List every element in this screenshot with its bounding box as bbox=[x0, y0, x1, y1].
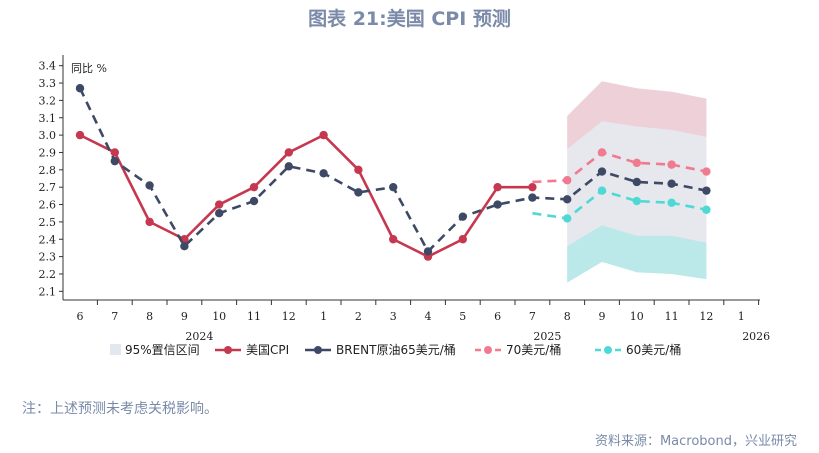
series-point-1 bbox=[319, 169, 328, 178]
series-point-2 bbox=[563, 176, 572, 185]
series-point-1 bbox=[702, 186, 711, 195]
x-tick-label: 9 bbox=[599, 310, 606, 323]
series-line-0 bbox=[79, 133, 533, 258]
series-point-0 bbox=[110, 148, 120, 157]
legend-label: BRENT原油65美元/桶 bbox=[336, 342, 456, 357]
legend-swatch-dot bbox=[604, 346, 612, 354]
series-point-1 bbox=[423, 247, 433, 256]
y-tick-label: 2.3 bbox=[39, 251, 57, 264]
y-tick-label: 2.8 bbox=[39, 164, 57, 177]
y-tick-label: 3.4 bbox=[39, 60, 57, 73]
series-point-1 bbox=[632, 177, 641, 187]
series-point-1 bbox=[110, 156, 120, 166]
series-point-2 bbox=[667, 160, 676, 169]
x-tick-label: 6 bbox=[494, 310, 501, 323]
series-point-0 bbox=[284, 148, 293, 157]
series-point-1 bbox=[458, 212, 467, 221]
x-tick-label: 10 bbox=[630, 310, 644, 323]
series-point-1 bbox=[667, 179, 676, 188]
legend-label: 70美元/桶 bbox=[506, 342, 561, 357]
series-point-0 bbox=[528, 182, 537, 192]
legend-label: 60美元/桶 bbox=[626, 342, 681, 357]
y-tick-label: 3.2 bbox=[39, 94, 57, 107]
legend-label: 95%置信区间 bbox=[125, 343, 200, 357]
y-axis-label: 同比 % bbox=[71, 62, 107, 75]
x-tick-label: 8 bbox=[564, 310, 571, 323]
series-point-0 bbox=[75, 130, 85, 140]
x-tick-label: 5 bbox=[459, 310, 466, 323]
series-point-1 bbox=[145, 181, 154, 190]
x-tick-label: 12 bbox=[699, 310, 713, 323]
year-label: 2024 bbox=[185, 330, 213, 343]
x-tick-label: 9 bbox=[181, 310, 188, 323]
series-point-0 bbox=[389, 235, 398, 244]
x-tick-label: 6 bbox=[77, 310, 84, 323]
x-tick-label: 1 bbox=[738, 310, 745, 323]
series-point-1 bbox=[354, 188, 363, 197]
x-tick-label: 7 bbox=[111, 310, 118, 323]
confidence-band-70 bbox=[567, 81, 707, 149]
legend-swatch-dot bbox=[224, 346, 232, 354]
series-point-3 bbox=[667, 198, 676, 207]
legend-swatch-band bbox=[110, 344, 121, 355]
series-point-2 bbox=[702, 167, 711, 176]
x-tick-label: 3 bbox=[390, 310, 397, 323]
series-point-1 bbox=[249, 196, 259, 206]
series-point-1 bbox=[180, 241, 189, 251]
x-tick-label: 7 bbox=[529, 310, 536, 323]
legend-swatch-dot bbox=[484, 346, 492, 354]
y-tick-label: 2.6 bbox=[39, 199, 57, 212]
series-point-1 bbox=[75, 84, 85, 93]
series-point-0 bbox=[493, 182, 502, 192]
series-point-3 bbox=[563, 214, 572, 223]
source-line: 资料来源：Macrobond，兴业研究 bbox=[594, 434, 797, 449]
y-tick-label: 2.7 bbox=[39, 181, 57, 194]
y-tick-label: 2.9 bbox=[39, 146, 57, 159]
y-tick-label: 3.1 bbox=[39, 112, 57, 125]
y-tick-label: 3.0 bbox=[39, 129, 57, 142]
x-tick-label: 11 bbox=[665, 310, 679, 323]
series-point-0 bbox=[215, 200, 224, 209]
y-tick-label: 2.1 bbox=[39, 285, 57, 298]
series-point-1 bbox=[528, 193, 537, 202]
x-tick-label: 1 bbox=[320, 310, 327, 323]
footnote: 注：上述预测未考虑关税影响。 bbox=[22, 401, 218, 417]
series-point-0 bbox=[354, 165, 363, 175]
x-tick-label: 2 bbox=[355, 310, 362, 323]
x-tick-label: 11 bbox=[247, 310, 261, 323]
confidence-band-60 bbox=[567, 225, 707, 283]
x-tick-label: 10 bbox=[212, 310, 226, 323]
series-point-0 bbox=[249, 182, 259, 192]
legend-label: 美国CPI bbox=[246, 343, 289, 357]
series-point-0 bbox=[319, 130, 328, 140]
year-label: 2026 bbox=[742, 330, 770, 343]
x-tick-label: 12 bbox=[282, 310, 296, 323]
series-point-0 bbox=[458, 235, 467, 244]
year-label: 2025 bbox=[533, 330, 561, 343]
series-point-3 bbox=[597, 186, 607, 195]
y-tick-label: 2.4 bbox=[39, 233, 57, 246]
series-point-1 bbox=[563, 195, 572, 204]
series-point-1 bbox=[493, 200, 502, 209]
series-line-2 bbox=[532, 151, 707, 184]
series-line-3 bbox=[532, 189, 707, 220]
x-tick-label: 4 bbox=[425, 310, 432, 323]
series-point-3 bbox=[702, 205, 711, 214]
series-point-1 bbox=[597, 167, 607, 176]
series-point-1 bbox=[215, 209, 224, 218]
series-point-3 bbox=[632, 196, 641, 206]
y-tick-label: 2.2 bbox=[39, 268, 57, 281]
series-point-0 bbox=[145, 217, 154, 227]
series-point-2 bbox=[632, 158, 641, 168]
series-point-1 bbox=[284, 162, 293, 171]
y-tick-label: 3.3 bbox=[39, 77, 57, 90]
legend-swatch-dot bbox=[314, 346, 322, 354]
series-point-1 bbox=[389, 182, 398, 192]
chart-title: 图表 21:美国 CPI 预测 bbox=[308, 8, 511, 30]
y-tick-label: 2.5 bbox=[39, 216, 57, 229]
series-point-2 bbox=[597, 148, 607, 157]
x-tick-label: 8 bbox=[146, 310, 153, 323]
